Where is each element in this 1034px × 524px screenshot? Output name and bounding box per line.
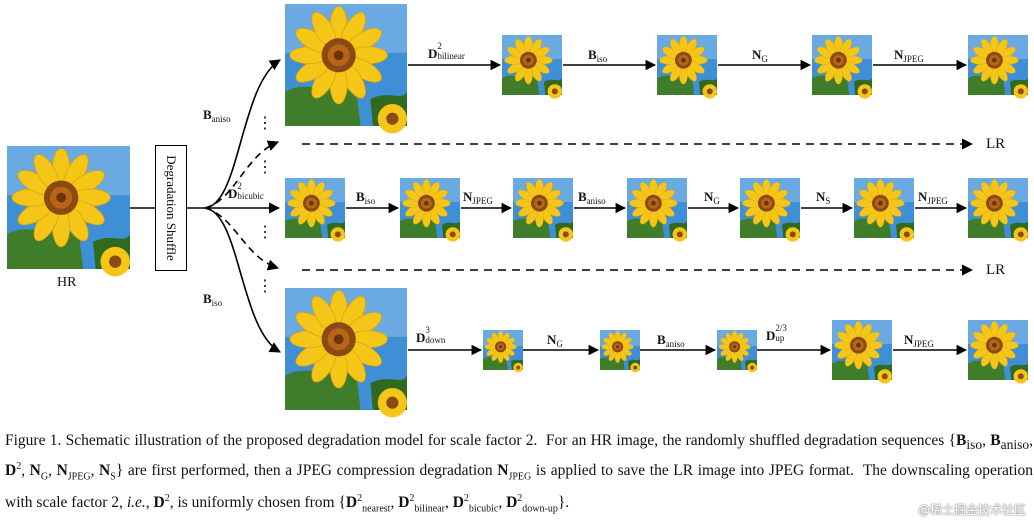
- row1-image-3: [811, 34, 873, 99]
- op-label-b-iso: Biso: [588, 47, 608, 64]
- op-label-b-aniso: Baniso: [657, 332, 685, 349]
- branch-dashed-1: [204, 140, 280, 209]
- row3-image-1: [482, 329, 524, 373]
- row3-image-4: [831, 319, 893, 384]
- branch-label-d2-bicubic: D 2 bicubic: [228, 181, 264, 201]
- row2-image-1: [399, 177, 461, 242]
- row2-image-0: [284, 177, 346, 242]
- op-label-n-jpeg: NJPEG: [463, 189, 493, 206]
- row2-image-6: [967, 177, 1029, 242]
- op-label-b-aniso: Baniso: [578, 189, 606, 206]
- row1-image-0: [284, 3, 408, 134]
- row2-image-2: [512, 177, 574, 242]
- op-label-b-iso: Biso: [356, 189, 376, 206]
- ellipsis-dots: ⋮: [257, 159, 273, 176]
- watermark-text: @稀土掘金技术社区: [917, 503, 1026, 517]
- branch-bottom-arrow: [204, 207, 281, 353]
- row1-image-1: [501, 34, 563, 99]
- op-label-n-jpeg: NJPEG: [904, 332, 934, 349]
- row3-image-0: [284, 287, 408, 418]
- op-label-d2-bilinear: D 2 bilinear: [428, 41, 465, 61]
- row3-image-3: [716, 329, 758, 373]
- figure-caption: Figure 1. Schematic illustration of the …: [5, 432, 1033, 515]
- op-label-n-g: NG: [704, 189, 720, 206]
- branch-dashed-2: [204, 207, 280, 271]
- row1-image-4: [967, 34, 1029, 99]
- row2-image-5: [853, 177, 915, 242]
- ellipsis-dots: ⋮: [257, 224, 273, 241]
- branch-label-b-iso: Biso: [203, 291, 223, 308]
- hr-label: HR: [57, 275, 77, 290]
- ellipsis-dots: ⋮: [257, 278, 273, 295]
- hr-image: [6, 145, 131, 277]
- row3-image-5: [967, 319, 1029, 384]
- branch-label-b-aniso: Baniso: [203, 107, 231, 124]
- op-label-d3-down: D 3 down: [416, 325, 446, 345]
- op-label-n-jpeg: NJPEG: [894, 47, 924, 64]
- op-label-d23-up: D 2/3 up: [766, 323, 787, 343]
- row2-image-4: [739, 177, 801, 242]
- ellipsis-dots: ⋮: [257, 115, 273, 132]
- op-label-n-jpeg: NJPEG: [918, 189, 948, 206]
- op-label-n-g: NG: [752, 47, 768, 64]
- degradation-shuffle-box: Degradation Shuffle: [155, 145, 187, 271]
- row1-image-2: [656, 34, 718, 99]
- degradation-diagram: [6, 3, 1029, 418]
- lr-label-2: LR: [986, 262, 1006, 278]
- lr-label-1: LR: [986, 136, 1006, 152]
- caption-figure-label: Figure 1.: [5, 432, 62, 449]
- shuffle-label: Degradation Shuffle: [164, 155, 179, 261]
- op-label-n-g: NG: [547, 332, 563, 349]
- row3-image-2: [599, 329, 641, 373]
- op-label-n-s: NS: [816, 189, 831, 206]
- row2-image-3: [626, 177, 688, 242]
